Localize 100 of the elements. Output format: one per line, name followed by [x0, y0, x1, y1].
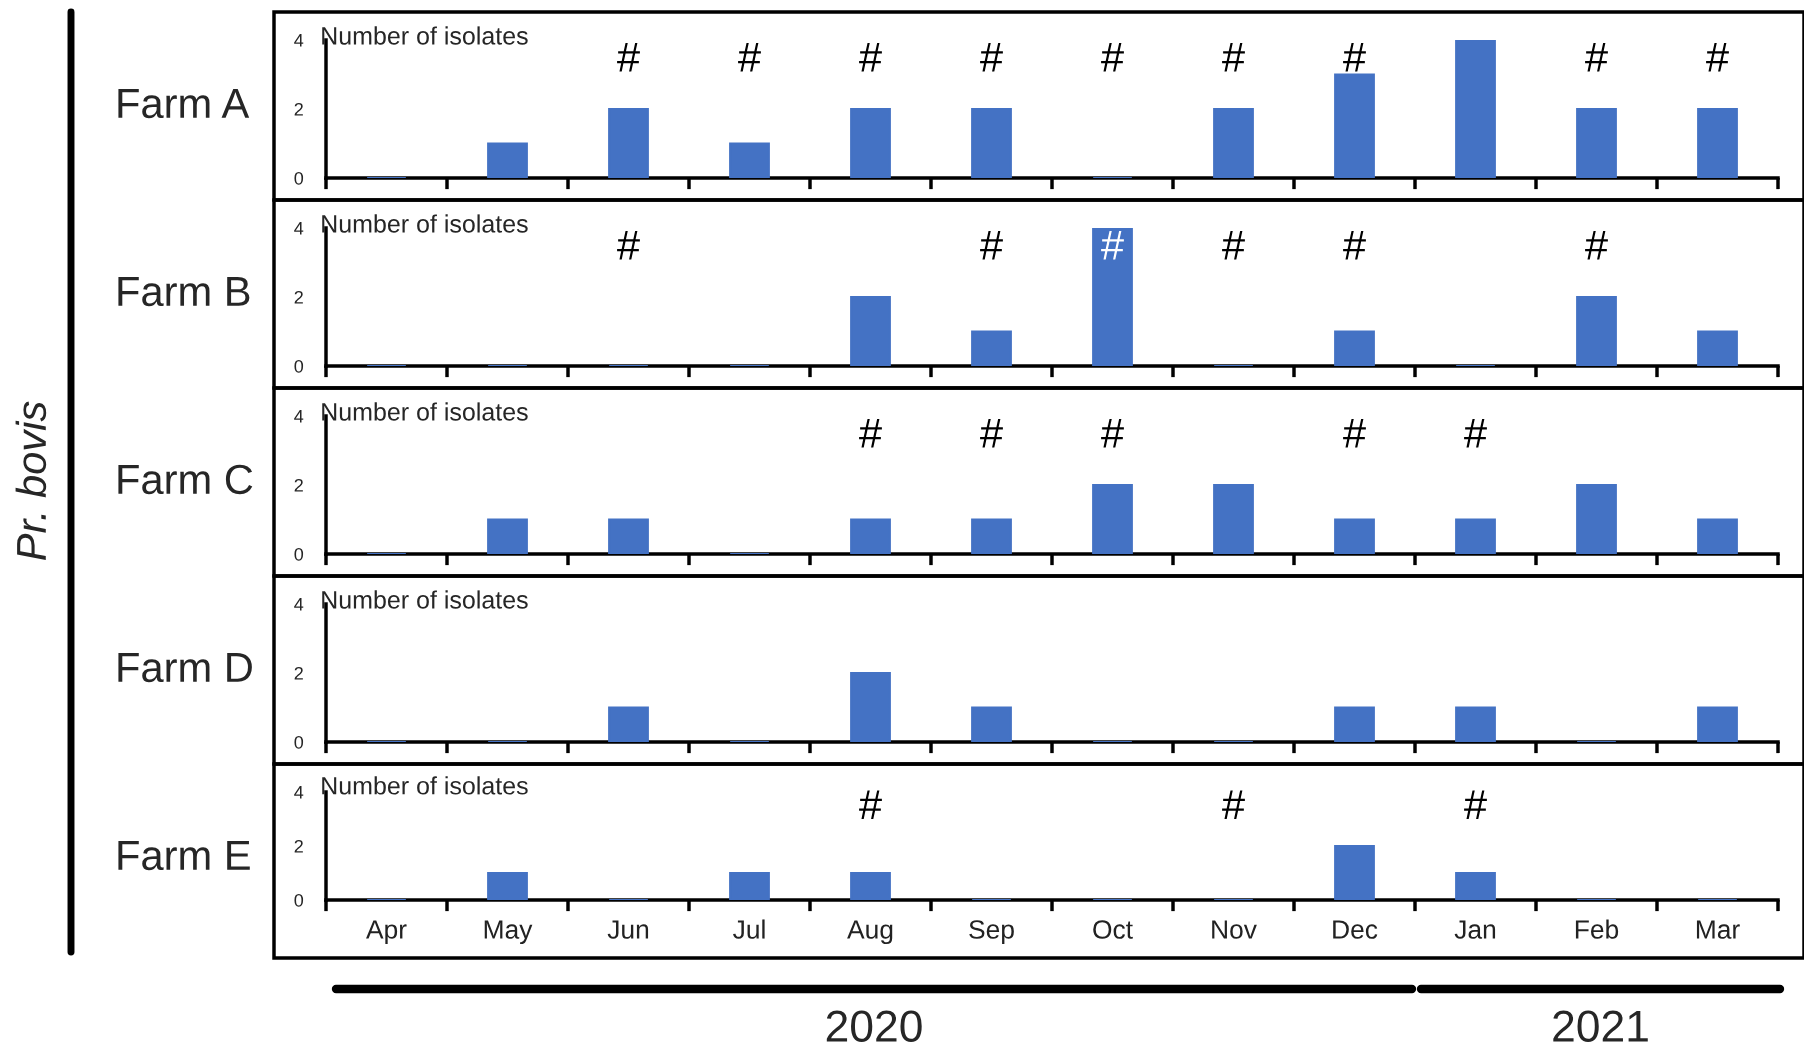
bar: [1697, 518, 1738, 554]
data-label: #: [1464, 418, 1487, 448]
data-label: #: [1585, 230, 1608, 260]
data-label: #: [980, 42, 1003, 72]
bar: [850, 295, 891, 366]
y-tick-label: 2: [294, 666, 303, 680]
bar: [971, 706, 1012, 742]
x-tick-label: Jan: [1454, 920, 1496, 939]
bar: [1092, 228, 1133, 366]
text: Farm B: [118, 277, 250, 307]
bar: [850, 671, 891, 742]
x-tick-label: Jul: [733, 919, 765, 939]
bar: [1455, 706, 1496, 742]
x-tick-label: Jun: [607, 920, 649, 939]
x-tick-label: May: [484, 920, 533, 945]
bar: [608, 706, 649, 742]
bar: [850, 107, 891, 178]
bar: [1334, 706, 1375, 742]
data-label: #: [1706, 42, 1729, 72]
y-axis-title: Number of isolates: [322, 214, 528, 233]
data-label: #: [1101, 42, 1124, 72]
text: 2021: [1553, 1010, 1648, 1042]
bar: [729, 871, 770, 900]
bar: [971, 330, 1012, 366]
y-tick-label: 4: [294, 34, 304, 47]
text: Farm C: [118, 464, 253, 495]
data-label: #: [1101, 418, 1124, 448]
text: Farm E: [118, 841, 250, 871]
y-axis-title: Number of isolates: [322, 26, 528, 45]
x-tick-label: Oct: [1093, 920, 1133, 939]
y-axis-title: Number of isolates: [322, 590, 528, 609]
data-label: #: [1343, 42, 1366, 72]
bar: [729, 142, 770, 178]
data-label: #: [980, 230, 1003, 260]
bar: [1334, 73, 1375, 178]
bar: [608, 107, 649, 178]
text: Farm A: [118, 89, 250, 119]
data-label: #: [859, 790, 882, 819]
bar: [1334, 844, 1375, 900]
bar: [487, 871, 528, 900]
y-tick-label: 0: [294, 893, 304, 907]
text: 2020: [826, 1010, 922, 1042]
data-label: #: [617, 230, 640, 260]
data-label: #: [1464, 790, 1487, 819]
bar: [1334, 330, 1375, 366]
bar: [1213, 483, 1254, 554]
bar: [971, 518, 1012, 554]
x-tick-label: Mar: [1696, 920, 1740, 939]
bar: [1213, 107, 1254, 178]
bar: [1576, 107, 1617, 178]
x-tick-label: Sep: [969, 920, 1014, 945]
bar: [1455, 40, 1496, 178]
bar: [487, 518, 528, 554]
bar: [1697, 330, 1738, 366]
bar: [1092, 483, 1133, 554]
y-tick-label: 2: [294, 839, 303, 853]
y-tick-label: 0: [294, 547, 304, 561]
y-tick-label: 0: [294, 735, 304, 749]
data-label: #: [1101, 230, 1124, 260]
y-tick-label: 4: [294, 410, 304, 423]
data-label: #: [1343, 418, 1366, 448]
bar: [487, 142, 528, 178]
text: Pr. bovis: [15, 401, 47, 560]
y-tick-label: 0: [294, 171, 304, 185]
x-tick-label: Dec: [1333, 920, 1378, 939]
bar: [1697, 706, 1738, 742]
bar: [1334, 518, 1375, 554]
data-label: #: [1585, 42, 1608, 72]
data-label: #: [1222, 42, 1245, 72]
bar: [1576, 483, 1617, 554]
bar: [850, 871, 891, 900]
data-label: #: [1343, 230, 1366, 260]
data-label: #: [859, 418, 882, 448]
bar: [1455, 518, 1496, 554]
data-label: #: [859, 42, 882, 72]
x-tick-label: Nov: [1212, 920, 1257, 939]
bar: [850, 518, 891, 554]
data-label: #: [1222, 790, 1245, 819]
y-tick-label: 4: [294, 786, 304, 799]
bar: [1455, 871, 1496, 900]
bar: [971, 107, 1012, 178]
x-tick-label: Feb: [1575, 919, 1619, 939]
bar: [1576, 295, 1617, 366]
bar: [1697, 107, 1738, 178]
x-tick-label: Apr: [366, 920, 407, 945]
y-tick-label: 0: [294, 359, 304, 373]
y-tick-label: 4: [294, 598, 304, 611]
data-label: #: [1222, 230, 1245, 260]
data-label: #: [738, 42, 761, 72]
y-tick-label: 2: [294, 102, 303, 116]
bar: [608, 518, 649, 554]
data-label: #: [617, 42, 640, 72]
y-axis-title: Number of isolates: [322, 402, 528, 421]
data-label: #: [980, 418, 1003, 448]
y-tick-label: 2: [294, 290, 303, 304]
y-tick-label: 4: [294, 222, 304, 235]
x-tick-label: Aug: [847, 920, 893, 945]
y-tick-label: 2: [294, 478, 303, 492]
y-axis-title: Number of isolates: [322, 776, 528, 795]
text: Farm D: [118, 653, 252, 683]
